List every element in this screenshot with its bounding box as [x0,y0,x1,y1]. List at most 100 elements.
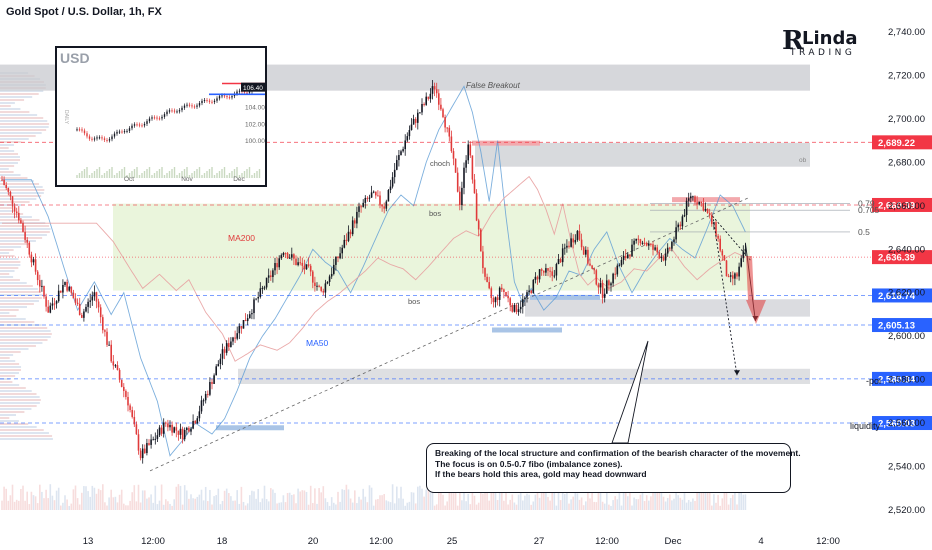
inset-volume-bar [131,171,133,178]
candle-body [706,208,709,213]
volume-bar [488,500,490,510]
candle-body [68,286,70,291]
candle-body [578,230,581,240]
profile-bar [0,171,14,173]
candle-body [106,331,108,345]
price-axis[interactable]: 2,689.22 2,660.39 2,636.39 2,618.74 2,605.13… [872,27,932,516]
candle-body [118,369,121,380]
inset-volume-bar [186,167,188,178]
volume-bar [717,494,719,510]
volume-bar [505,487,507,510]
volume-bar [297,488,299,510]
volume-bar [104,502,106,510]
candle-body [133,416,136,425]
volume-bar [566,484,568,510]
usd-inset-chart: USD 106.40 104.00 102.00 100.00 Oct Nov Dec DAI… [55,46,267,187]
inset-volume-bar [206,171,208,178]
volume-bar [154,485,157,510]
profile-bar [0,213,24,215]
volume-bars [1,484,747,510]
candle-body [732,275,734,279]
candle-body [690,196,692,199]
candle-body [570,238,572,247]
volume-bar [419,485,421,510]
profile-bar [0,138,29,140]
candle-body [60,290,62,293]
candle-body [517,309,520,313]
volume-bar [362,488,364,510]
candle-body [606,280,608,294]
candle-body [78,303,81,315]
volume-bar [78,504,81,510]
volume-bar [228,493,230,510]
profile-bar [0,219,40,221]
volume-bar [658,491,661,510]
candle-body [240,326,243,329]
profile-bar [0,168,9,170]
profile-bar [0,153,19,155]
inset-volume-bar [241,173,243,178]
candle-body [47,306,49,313]
profile-bar [0,387,26,389]
volume-bar [700,488,703,510]
volume-bar [381,495,383,510]
volume-bar [173,499,175,510]
volume-bar [618,491,621,510]
volume-bar [656,492,658,510]
volume-bar [553,491,556,510]
inset-volume-bar [236,167,238,178]
volume-bar [236,490,238,510]
candle-body [673,239,675,242]
profile-bar [0,381,13,383]
candle-body [186,427,188,431]
inset-candle-body [131,125,133,129]
volume-bar [469,504,472,510]
candle-body [671,241,673,249]
candle-body [660,256,663,259]
volume-bar [610,505,612,510]
volume-bar [496,500,499,510]
volume-bar [669,494,671,510]
volume-bar [608,504,610,510]
volume-bar [181,504,184,510]
candle-body [396,160,398,170]
volume-bar [742,494,745,510]
inset-volume-bar [193,171,196,178]
inset-candle-body [96,137,98,139]
volume-bar [501,487,503,510]
candle-body [740,258,742,267]
profile-bar [0,336,51,338]
inset-volume-bar [86,167,88,178]
volume-bar [480,491,482,510]
candle-body [534,276,537,280]
candle-body [343,239,346,248]
candle-body [351,220,354,235]
candle-body [360,206,362,208]
volume-bar [186,490,188,510]
volume-bar [715,502,717,510]
candle-body [95,292,98,302]
volume-bar [690,501,692,510]
volume-bar [721,498,724,510]
inset-volume-bar [116,173,118,178]
time-axis[interactable]: 13 12:00 18 20 12:00 25 27 12:00 Dec 4 12:00 [83,536,840,547]
candle-body [160,427,163,434]
candle-body [616,265,619,275]
fib-label: 0.79 [858,199,875,209]
inset-candle-body [183,105,186,108]
price-tag [872,416,932,431]
volume-bar [528,494,530,510]
candle-body [515,304,518,313]
inset-volume-bar [256,171,258,178]
callout-pointer [611,340,649,444]
volume-bar [664,501,667,510]
candle-body [284,253,287,255]
volume-bar [267,501,270,510]
volume-bar [347,489,350,510]
candle-body [564,247,566,249]
candle-body [53,303,56,305]
candle-body [66,281,68,291]
candle-body [400,151,402,155]
candle-body [547,268,549,271]
volume-bar [60,505,62,510]
